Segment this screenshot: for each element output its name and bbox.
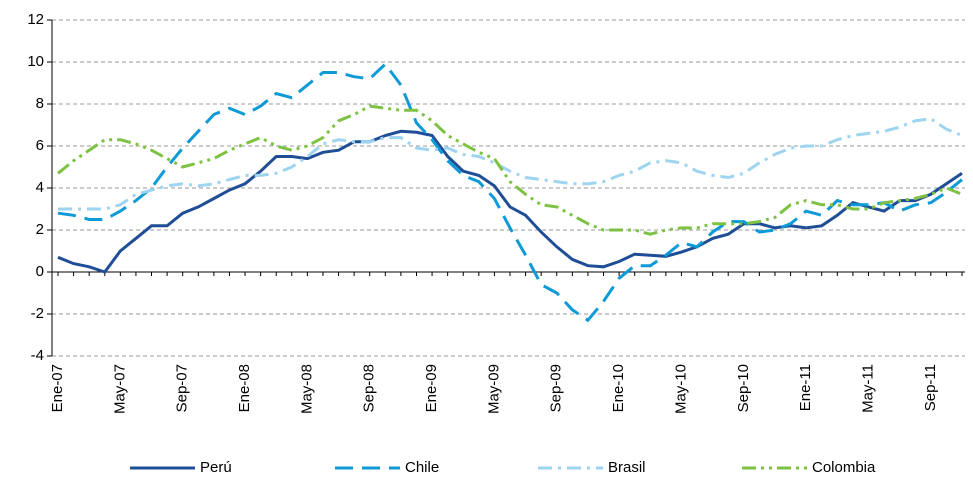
legend-label: Chile (405, 459, 439, 476)
legend-label: Brasil (608, 459, 646, 476)
y-tick-label: 4 (36, 179, 44, 196)
x-tick-label: Sep-11 (922, 364, 939, 411)
x-tick-label: Ene-11 (797, 364, 814, 411)
y-tick-label: 10 (27, 53, 44, 70)
series-line (58, 117, 963, 211)
x-tick-label: Ene-10 (610, 364, 627, 412)
x-tick-label: May-08 (298, 364, 315, 414)
y-tick-label: 6 (36, 137, 44, 154)
y-tick-label: 0 (36, 263, 44, 280)
x-tick-label: Ene-07 (49, 364, 66, 412)
y-tick-label: 12 (27, 11, 44, 28)
x-tick-label: May-11 (859, 364, 876, 413)
y-tick-label: -4 (31, 347, 44, 364)
x-tick-label: May-07 (111, 364, 128, 414)
x-tick-label: Ene-09 (423, 364, 440, 412)
y-tick-label: 2 (36, 221, 44, 238)
legend-label: Perú (200, 459, 232, 476)
series-line (57, 104, 963, 236)
y-tick-label: -2 (31, 305, 44, 322)
x-tick-label: May-10 (672, 364, 689, 414)
series-line (57, 61, 963, 323)
y-tick-label: 8 (36, 95, 44, 112)
series-line (57, 129, 963, 274)
x-tick-label: Sep-09 (548, 364, 565, 412)
x-tick-label: May-09 (485, 364, 502, 414)
legend-label: Colombia (812, 459, 876, 476)
x-tick-label: Sep-08 (361, 364, 378, 412)
x-tick-label: Ene-08 (236, 364, 253, 412)
x-tick-label: Sep-07 (174, 364, 191, 412)
x-tick-label: Sep-10 (735, 364, 752, 412)
